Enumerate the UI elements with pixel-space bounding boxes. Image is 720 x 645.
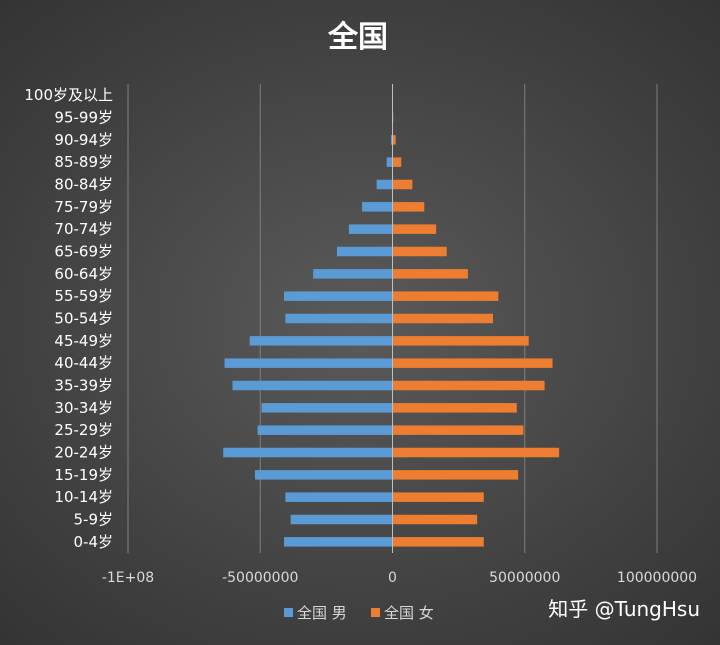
bar-male-10: [285, 313, 393, 324]
y-tick-labels: 0-4岁 5-9岁 10-14岁 15-19岁 20-24岁 25-29岁 30-34岁 35…: [24, 86, 113, 551]
bar-female-15: [392, 202, 425, 212]
bar-female-1: [392, 514, 478, 525]
bar-male-7: [232, 380, 393, 391]
y-tick-label: 95-99岁: [54, 109, 113, 127]
bar-male-2: [285, 492, 393, 502]
bar-male-15: [362, 202, 393, 212]
y-tick-label: 75-79岁: [54, 198, 113, 216]
x-tick-label: -1E+08: [102, 570, 154, 586]
bar-male-12: [313, 269, 393, 279]
y-tick-label: 85-89岁: [54, 153, 113, 171]
legend-label-female: 全国 女: [384, 604, 434, 622]
bar-male-8: [224, 358, 393, 368]
x-tick-labels: -1E+08 -50000000 0 50000000 100000000: [102, 570, 697, 586]
bar-female-9: [392, 336, 529, 346]
bar-male-9: [249, 336, 393, 346]
y-tick-label: 15-19岁: [54, 466, 113, 484]
bar-male-11: [284, 291, 393, 301]
bar-female-4: [392, 447, 560, 458]
x-tick-label: 50000000: [489, 570, 560, 586]
bar-female-0: [392, 537, 484, 547]
bar-female-2: [392, 492, 484, 502]
bar-female-3: [392, 470, 519, 480]
y-tick-label: 60-64岁: [54, 265, 113, 283]
bars: [223, 90, 560, 547]
bar-male-16: [376, 179, 393, 190]
y-tick-label: 45-49岁: [54, 332, 113, 350]
bar-male-17: [386, 157, 393, 167]
bar-female-13: [392, 246, 447, 257]
bar-female-6: [392, 403, 517, 413]
bar-male-4: [223, 447, 393, 458]
y-tick-label: 20-24岁: [54, 444, 113, 462]
bar-female-14: [392, 224, 437, 234]
legend-label-male: 全国 男: [297, 604, 347, 622]
bar-male-1: [290, 514, 393, 525]
y-tick-label: 70-74岁: [54, 220, 113, 238]
bar-female-10: [392, 313, 494, 324]
bar-female-5: [392, 425, 524, 435]
y-tick-label: 30-34岁: [54, 399, 113, 417]
y-tick-label: 40-44岁: [54, 354, 113, 372]
y-tick-label: 90-94岁: [54, 131, 113, 149]
bar-female-11: [392, 291, 499, 301]
bar-female-12: [392, 269, 468, 279]
y-tick-label: 0-4岁: [74, 533, 114, 551]
bar-male-14: [348, 224, 393, 234]
bar-male-6: [261, 403, 393, 413]
bar-male-3: [254, 470, 393, 480]
bar-male-18: [390, 135, 393, 145]
bar-male-0: [284, 537, 393, 547]
y-tick-label: 50-54岁: [54, 310, 113, 328]
watermark-text: 知乎 @TungHsu: [548, 597, 700, 621]
y-tick-label: 5-9岁: [74, 511, 114, 529]
legend: 全国 男 全国 女: [284, 604, 434, 622]
bar-female-8: [392, 358, 553, 368]
x-tick-label: 100000000: [617, 570, 697, 586]
bar-female-17: [392, 157, 402, 167]
y-tick-label: 35-39岁: [54, 377, 113, 395]
y-tick-label: 10-14岁: [54, 488, 113, 506]
x-tick-label: -50000000: [222, 570, 298, 586]
legend-swatch-female: [371, 608, 380, 617]
bar-female-16: [392, 179, 413, 190]
y-tick-label: 25-29岁: [54, 421, 113, 439]
bar-female-7: [392, 380, 545, 391]
bar-female-18: [392, 135, 396, 145]
y-tick-label: 80-84岁: [54, 176, 113, 194]
y-tick-label: 55-59岁: [54, 287, 113, 305]
bar-male-13: [336, 246, 393, 257]
legend-swatch-male: [284, 608, 293, 617]
chart-title: 全国: [327, 20, 388, 55]
bar-male-5: [257, 425, 393, 435]
y-tick-label: 100岁及以上: [24, 86, 113, 104]
y-tick-label: 65-69岁: [54, 243, 113, 261]
x-tick-label: 0: [388, 570, 397, 586]
